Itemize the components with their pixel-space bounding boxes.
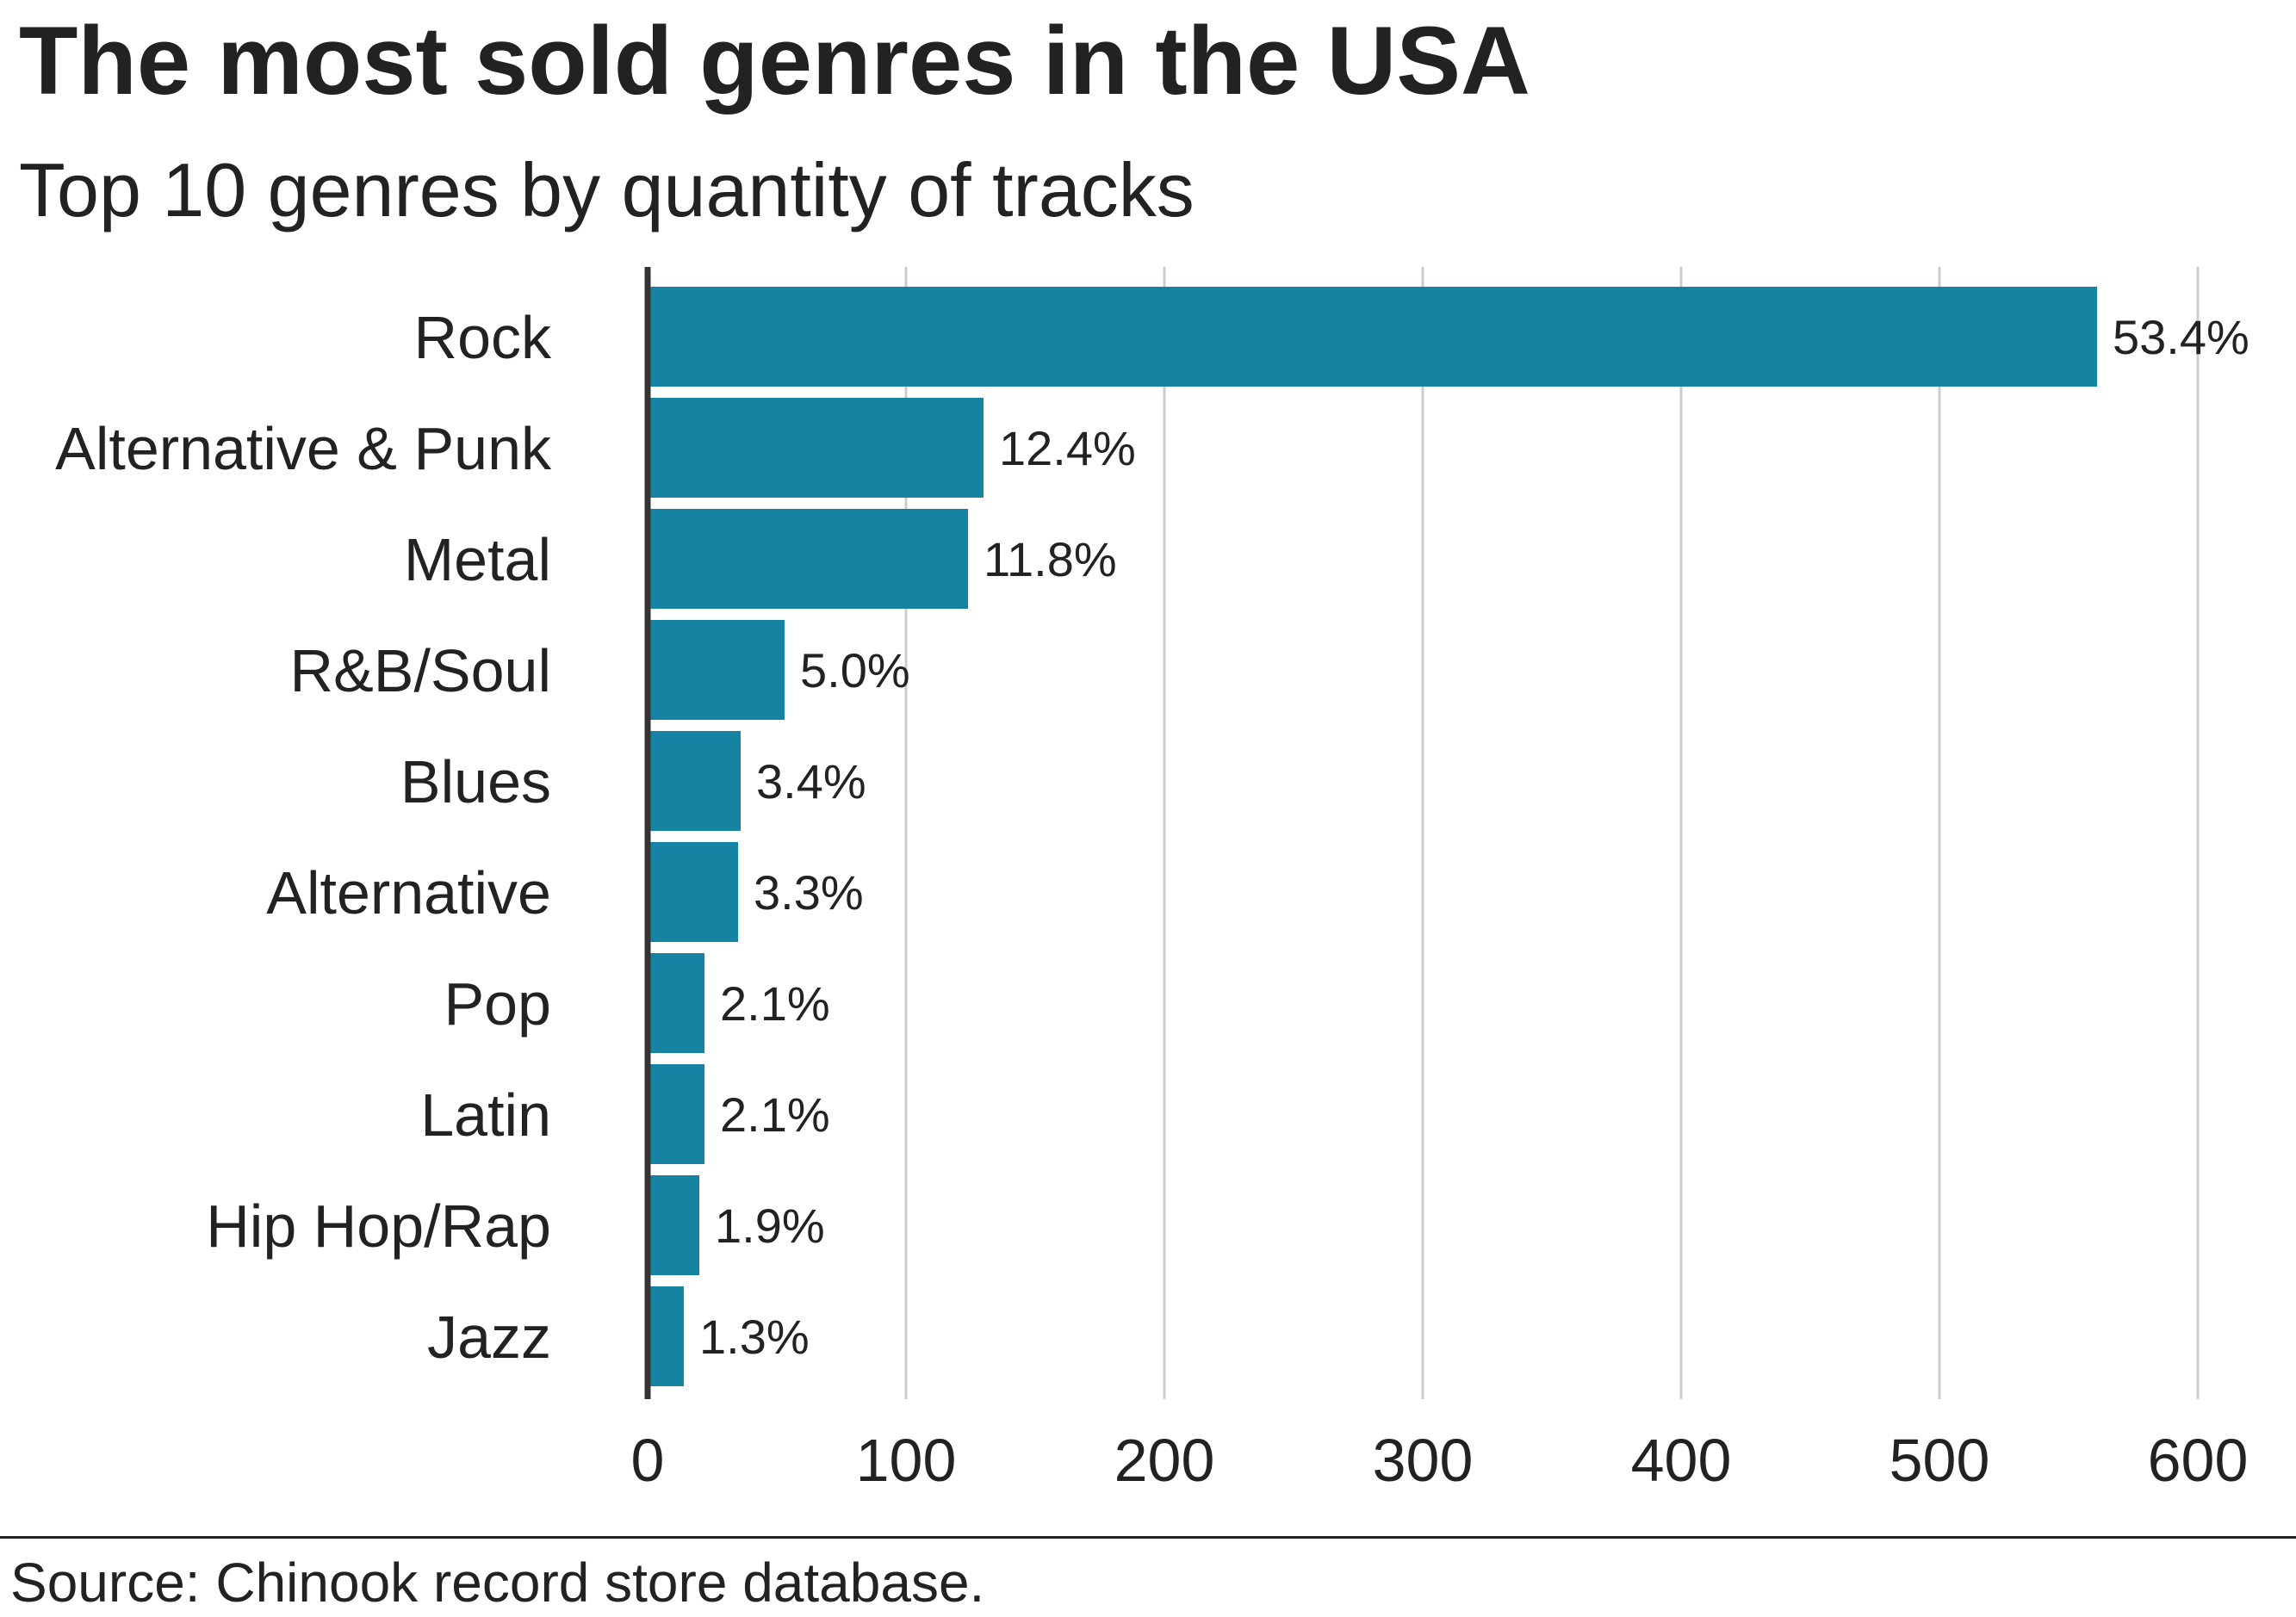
category-label: Rock <box>414 304 552 371</box>
category-label: Alternative <box>266 859 551 926</box>
bar-latin <box>648 1064 704 1164</box>
category-label: Hip Hop/Rap <box>206 1193 551 1260</box>
data-label: 3.4% <box>756 754 866 808</box>
category-label: R&B/Soul <box>290 637 551 704</box>
bar-rock <box>648 287 2097 387</box>
x-tick-label: 300 <box>1373 1427 1474 1494</box>
x-tick-label: 500 <box>1890 1427 1990 1494</box>
data-label: 12.4% <box>999 421 1136 475</box>
chart-title: The most sold genres in the USA <box>19 7 1530 115</box>
bar-metal <box>648 509 968 609</box>
x-tick-label: 400 <box>1631 1427 1732 1494</box>
category-label: Alternative & Punk <box>55 415 552 482</box>
category-label: Pop <box>444 970 551 1038</box>
bar-alternative-punk <box>648 398 984 498</box>
data-label: 1.9% <box>715 1199 825 1253</box>
category-label: Jazz <box>427 1304 551 1371</box>
x-tick-label: 200 <box>1114 1427 1215 1494</box>
data-label: 2.1% <box>720 1087 830 1142</box>
data-label: 2.1% <box>720 976 830 1031</box>
data-label: 3.3% <box>754 865 864 920</box>
bar-hip-hop-rap <box>648 1175 699 1275</box>
category-label: Latin <box>420 1081 551 1149</box>
bar-pop <box>648 953 704 1053</box>
bar-r-b-soul <box>648 620 785 720</box>
bar-alternative <box>648 842 738 942</box>
footer-divider <box>0 1536 2296 1539</box>
x-tick-label: 100 <box>856 1427 957 1494</box>
category-label: Blues <box>400 748 551 815</box>
data-label: 5.0% <box>800 643 910 697</box>
source-note: Source: Chinook record store database. <box>10 1552 985 1614</box>
x-tick-label: 600 <box>2148 1427 2249 1494</box>
bar-jazz <box>648 1286 684 1386</box>
category-label: Metal <box>404 526 551 593</box>
data-label: 1.3% <box>699 1310 810 1364</box>
data-label: 11.8% <box>984 532 1117 586</box>
bar-blues <box>648 731 741 831</box>
chart-subtitle: Top 10 genres by quantity of tracks <box>19 147 1195 232</box>
x-tick-label: 0 <box>631 1427 665 1494</box>
data-label: 53.4% <box>2113 310 2249 364</box>
